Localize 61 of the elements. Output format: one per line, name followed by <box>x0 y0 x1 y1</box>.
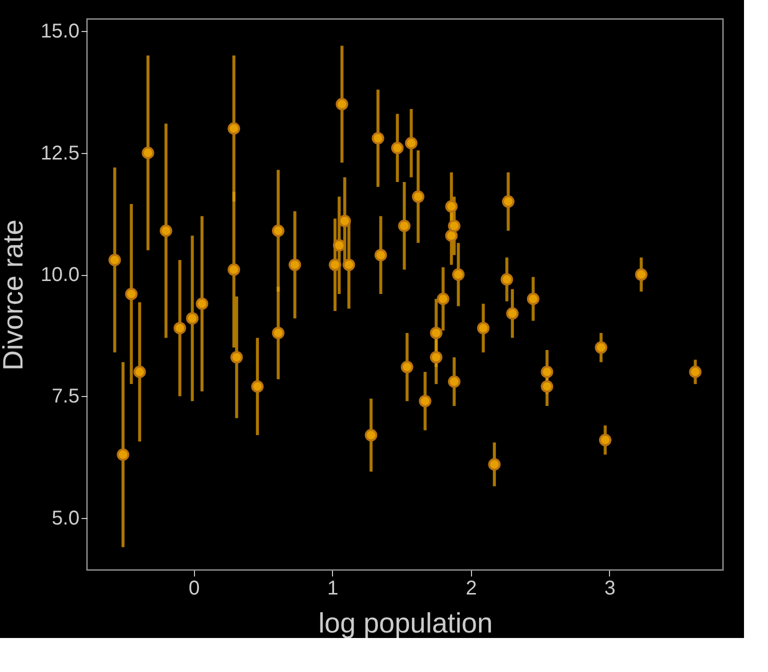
point <box>338 214 351 228</box>
point <box>374 248 387 262</box>
point <box>500 273 514 286</box>
point <box>448 220 460 232</box>
point <box>412 190 424 203</box>
point <box>328 258 342 272</box>
y-axis-title: Divorce rate <box>0 220 29 370</box>
point <box>372 132 384 144</box>
x-tick-label: 0 <box>188 578 200 600</box>
y-tick-label: 15.0 <box>40 20 80 43</box>
point <box>448 375 460 388</box>
y-tick-label: 7.5 <box>52 386 80 408</box>
point <box>689 366 702 378</box>
point <box>332 239 346 252</box>
point <box>133 366 146 378</box>
point <box>364 428 378 442</box>
y-tick-label: 12.5 <box>40 142 80 164</box>
point <box>398 220 411 232</box>
point <box>125 288 138 300</box>
point <box>196 298 208 310</box>
point <box>540 380 554 393</box>
point <box>174 322 186 334</box>
point <box>186 312 199 325</box>
point <box>116 448 130 461</box>
point <box>400 360 414 374</box>
point <box>452 268 465 281</box>
y-tick-label: 5.0 <box>52 507 80 530</box>
point <box>526 292 540 306</box>
point <box>404 136 418 150</box>
point <box>594 341 608 354</box>
point <box>506 307 519 320</box>
point <box>436 292 450 306</box>
point <box>430 351 442 364</box>
point <box>488 458 501 471</box>
point <box>160 224 172 237</box>
point <box>477 322 490 334</box>
point <box>445 200 458 213</box>
point <box>230 351 243 364</box>
point <box>228 263 240 276</box>
point <box>391 142 404 154</box>
x-tick-label: 2 <box>466 578 477 600</box>
x-axis-title: log population <box>318 608 493 638</box>
point <box>108 254 121 266</box>
x-tick-label: 3 <box>604 578 616 600</box>
point <box>540 366 554 378</box>
point <box>272 224 284 237</box>
point <box>272 326 284 340</box>
y-tick-label: 10.0 <box>40 264 80 286</box>
point <box>228 122 240 135</box>
x-tick-label: 1 <box>327 578 338 600</box>
point <box>430 326 442 340</box>
point <box>251 380 264 393</box>
point <box>635 268 648 281</box>
point <box>142 146 154 160</box>
point <box>598 434 612 446</box>
point <box>445 229 458 242</box>
point <box>336 98 348 110</box>
point <box>418 394 432 408</box>
point <box>288 258 302 272</box>
point <box>342 258 356 272</box>
point <box>502 195 514 208</box>
